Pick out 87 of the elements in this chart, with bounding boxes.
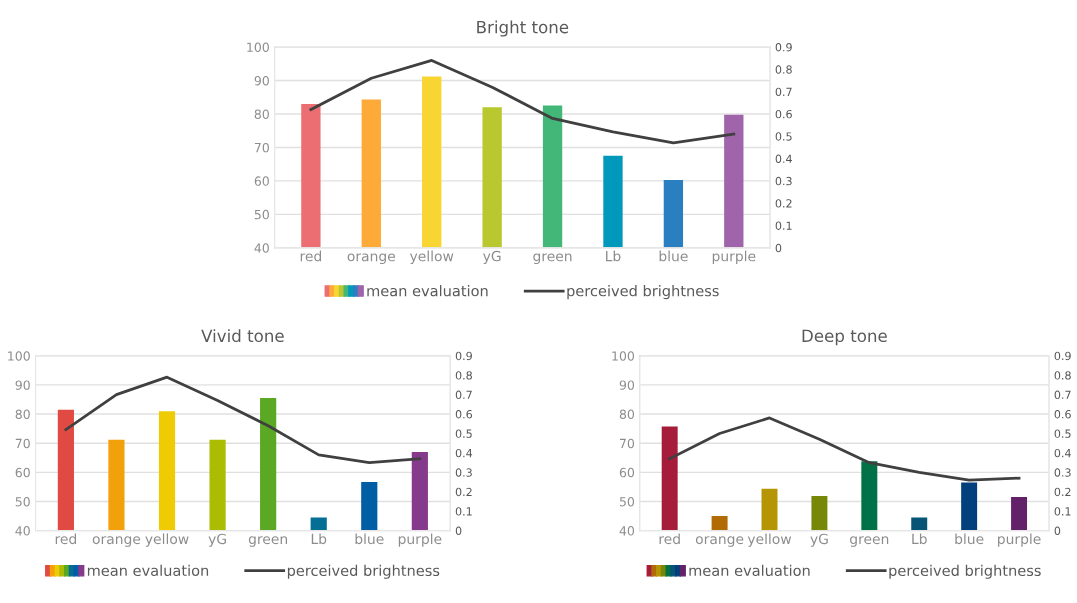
y2-tick-label: 0.6 — [775, 109, 792, 119]
x-tick-label: yellow — [409, 250, 454, 265]
y-tick-label: 60 — [15, 467, 30, 478]
y2-tick-label: 0.3 — [455, 468, 472, 477]
y-tick-label: 70 — [15, 438, 30, 449]
x-tick-label: orange — [92, 536, 141, 547]
y2-tick-label: 0.3 — [1054, 468, 1071, 477]
x-tick-label: yellow — [145, 533, 189, 547]
y2-tick-label: 0.7 — [1054, 390, 1071, 400]
legend-label: mean evaluation — [87, 564, 209, 577]
x-tick-label: orange — [695, 536, 744, 547]
y2-tick-label: 0.2 — [1054, 487, 1071, 497]
y-tick-label: 80 — [254, 109, 269, 119]
y-tick-label: 60 — [619, 467, 635, 478]
x-tick-label: yG — [810, 533, 828, 547]
x-tick-label: orange — [347, 253, 395, 265]
legend-label: mean evaluation — [367, 285, 488, 297]
y2-tick-label: 0.6 — [455, 410, 473, 419]
y2-tick-label: 0 — [455, 526, 462, 536]
y-tick-label: 50 — [619, 496, 635, 507]
y-tick-label: 100 — [8, 351, 30, 361]
chart-title: Bright tone — [477, 20, 569, 37]
y-tick-label: 50 — [254, 209, 269, 220]
y2-tick-label: 0.3 — [775, 176, 792, 186]
x-tick-label: red — [659, 533, 680, 545]
x-tick-label: green — [248, 536, 288, 547]
x-tick-label: Lb — [311, 533, 327, 545]
y-tick-label: 70 — [620, 438, 635, 449]
y-tick-label: 100 — [247, 42, 269, 52]
y-tick-label: 80 — [619, 409, 635, 419]
x-tick-label: green — [533, 253, 572, 265]
y-tick-label: 60 — [254, 176, 269, 186]
y2-tick-label: 0.8 — [455, 371, 472, 380]
legend-label: perceived brightness — [287, 564, 440, 579]
y2-tick-label: 0.9 — [775, 43, 792, 52]
y2-tick-label: 0.5 — [1054, 429, 1071, 438]
legend-label: mean evaluation — [689, 564, 810, 577]
chart-title: Deep tone — [802, 329, 887, 346]
y2-tick-label: 0.8 — [775, 65, 792, 74]
y2-tick-label: 0.2 — [775, 199, 792, 208]
line-series — [64, 375, 422, 465]
y-tick-label: 40 — [619, 526, 635, 536]
y2-tick-label: 0.2 — [455, 487, 472, 497]
x-tick-label: red — [55, 533, 76, 545]
y2-tick-label: 0.4 — [455, 448, 473, 458]
y2-tick-label: 0.1 — [775, 221, 792, 230]
y-tick-label: 90 — [254, 75, 269, 86]
x-tick-label: blue — [355, 533, 384, 545]
x-tick-label: Lb — [606, 250, 621, 262]
y2-tick-label: 0.6 — [1054, 410, 1071, 419]
line-series — [309, 59, 736, 145]
x-tick-label: green — [850, 536, 889, 547]
y-tick-label: 50 — [15, 496, 30, 507]
x-tick-label: yG — [208, 533, 226, 547]
legend-label: perceived brightness — [889, 564, 1041, 579]
x-tick-label: blue — [955, 533, 984, 545]
y2-tick-label: 0.4 — [1054, 448, 1071, 458]
x-tick-label: Lb — [912, 533, 927, 545]
legend-label: perceived brightness — [567, 285, 719, 300]
y2-tick-label: 0.1 — [455, 507, 472, 516]
y2-tick-label: 0 — [1054, 526, 1061, 536]
x-tick-label: blue — [659, 250, 688, 262]
y2-tick-label: 0 — [775, 243, 782, 253]
y-tick-label: 90 — [15, 380, 30, 390]
chart-title: Vivid tone — [201, 329, 284, 343]
x-tick-label: yellow — [747, 533, 792, 547]
y2-tick-label: 0.5 — [455, 429, 472, 438]
y2-tick-label: 0.4 — [775, 154, 792, 163]
y2-tick-label: 0.9 — [455, 351, 472, 361]
y2-tick-label: 0.9 — [1054, 351, 1071, 361]
y2-tick-label: 0.5 — [775, 132, 792, 141]
x-tick-label: yG — [483, 250, 501, 265]
y-tick-label: 90 — [619, 380, 635, 390]
y2-tick-label: 0.8 — [1054, 371, 1071, 380]
y-tick-label: 40 — [15, 526, 30, 536]
x-tick-label: purple — [998, 533, 1041, 547]
y2-tick-label: 0.7 — [775, 87, 792, 97]
y-tick-label: 70 — [254, 142, 269, 153]
x-tick-label: purple — [712, 250, 756, 265]
y-tick-label: 80 — [15, 409, 30, 419]
line-series — [668, 416, 1021, 482]
y-tick-label: 40 — [254, 243, 269, 253]
x-tick-label: purple — [398, 533, 442, 547]
x-tick-label: red — [300, 250, 321, 262]
y2-tick-label: 0.1 — [1054, 507, 1071, 516]
y2-tick-label: 0.7 — [455, 390, 472, 400]
y-tick-label: 100 — [612, 351, 635, 361]
